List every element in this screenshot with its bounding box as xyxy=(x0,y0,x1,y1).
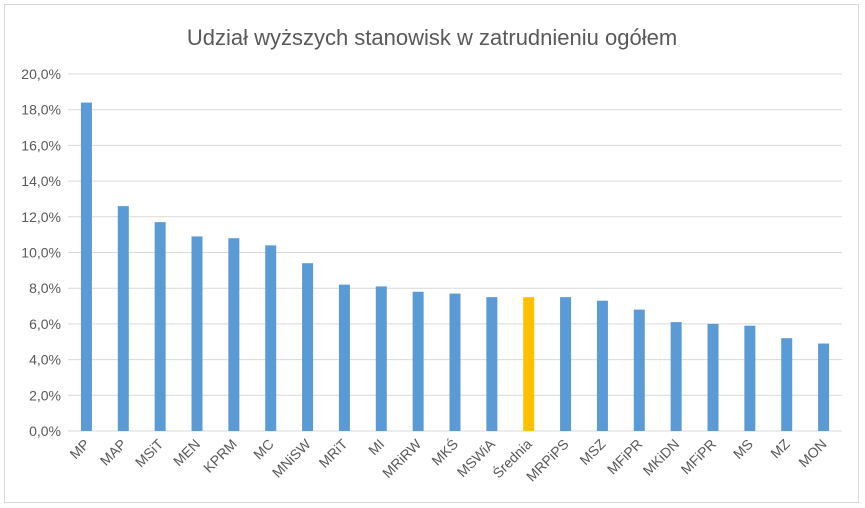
bar-7 xyxy=(338,284,350,431)
y-tick-label: 2,0% xyxy=(29,387,61,403)
bar-4 xyxy=(228,238,240,431)
y-tick-label: 16,0% xyxy=(21,137,61,153)
bar-6 xyxy=(302,263,314,431)
x-tick-label: MC xyxy=(250,436,277,463)
bar-14 xyxy=(596,300,608,431)
y-tick-label: 18,0% xyxy=(21,102,61,118)
y-tick-label: 20,0% xyxy=(21,66,61,82)
chart-title: Udział wyższych stanowisk w zatrudnieniu… xyxy=(187,25,677,50)
y-tick-label: 14,0% xyxy=(21,173,61,189)
x-tick-label: MSiT xyxy=(132,435,167,470)
x-tick-label: MS xyxy=(730,436,756,462)
x-tick-label: MSZ xyxy=(576,435,609,468)
bar-19 xyxy=(781,338,793,431)
x-tick-label: MFiPR xyxy=(604,436,646,478)
bar-16 xyxy=(670,322,682,431)
x-tick-label: MRiT xyxy=(316,435,351,470)
x-tick-label: KPRM xyxy=(200,436,240,476)
bar-12 xyxy=(523,297,535,431)
bar-5 xyxy=(265,245,277,431)
x-tick-label: MI xyxy=(365,436,387,458)
y-axis: 0,0% 2,0% 4,0% 6,0% 8,0% 10,0% 12,0% 14,0% 16,0%… xyxy=(21,66,61,439)
x-tick-label: MKiDN xyxy=(640,436,683,479)
bar-3 xyxy=(191,236,203,431)
bar-18 xyxy=(744,325,756,431)
bar-9 xyxy=(412,291,424,431)
bar-8 xyxy=(375,286,387,431)
x-tick-label: MP xyxy=(66,436,92,462)
bar-10 xyxy=(449,293,461,431)
bars xyxy=(80,102,830,431)
bar-1 xyxy=(117,206,129,431)
bar-15 xyxy=(633,309,645,431)
bar-13 xyxy=(560,297,572,431)
bar-2 xyxy=(154,222,166,431)
x-tick-label: MZ xyxy=(767,435,793,461)
y-tick-label: 0,0% xyxy=(29,423,61,439)
bar-0 xyxy=(80,102,92,431)
x-tick-label: MEN xyxy=(170,436,203,469)
y-tick-label: 6,0% xyxy=(29,316,61,332)
y-tick-label: 8,0% xyxy=(29,280,61,296)
y-tick-label: 4,0% xyxy=(29,352,61,368)
bar-20 xyxy=(818,343,830,431)
x-tick-label: MRiRW xyxy=(379,435,425,481)
x-tick-label: MFiPR xyxy=(678,436,720,478)
bar-11 xyxy=(486,297,498,431)
x-tick-label: MNiSW xyxy=(269,435,314,480)
x-tick-label: MON xyxy=(795,436,829,470)
x-tick-label: MKŚ xyxy=(428,435,461,468)
x-tick-label: MAP xyxy=(97,436,130,469)
y-tick-label: 10,0% xyxy=(21,245,61,261)
bar-17 xyxy=(707,323,719,431)
y-tick-label: 12,0% xyxy=(21,209,61,225)
